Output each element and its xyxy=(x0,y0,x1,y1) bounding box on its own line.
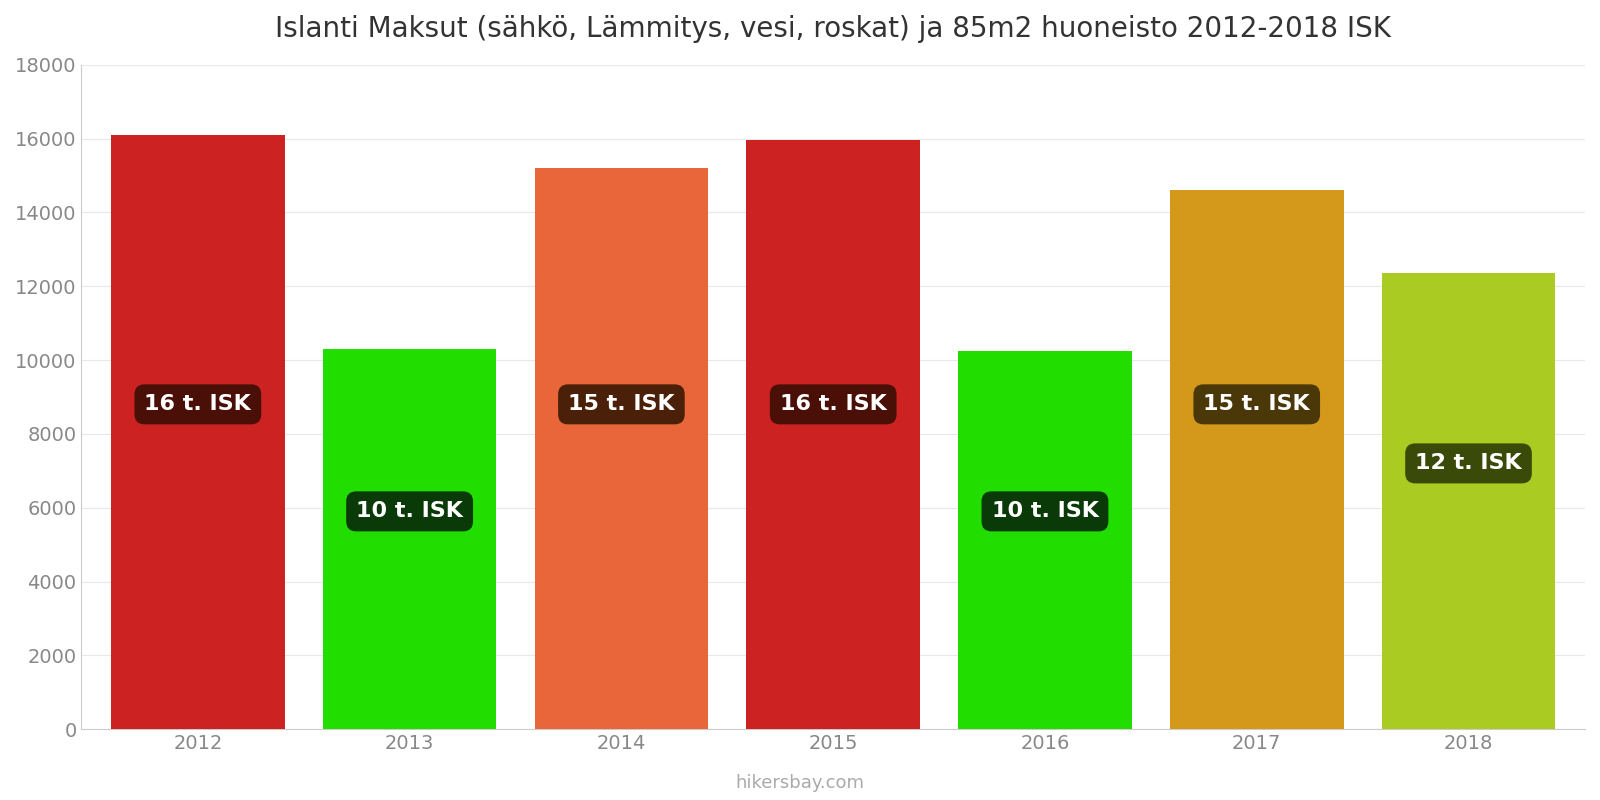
Bar xyxy=(958,351,1131,729)
Text: 15 t. ISK: 15 t. ISK xyxy=(568,394,675,414)
Text: 12 t. ISK: 12 t. ISK xyxy=(1416,454,1522,474)
Text: 10 t. ISK: 10 t. ISK xyxy=(357,502,462,522)
Text: 10 t. ISK: 10 t. ISK xyxy=(992,502,1098,522)
Bar xyxy=(534,168,709,729)
Bar xyxy=(1170,190,1344,729)
Text: 16 t. ISK: 16 t. ISK xyxy=(779,394,886,414)
Bar xyxy=(323,349,496,729)
Bar xyxy=(110,135,285,729)
Text: 16 t. ISK: 16 t. ISK xyxy=(144,394,251,414)
Bar xyxy=(1382,274,1555,729)
Text: hikersbay.com: hikersbay.com xyxy=(736,774,864,792)
Title: Islanti Maksut (sähkö, Lämmitys, vesi, roskat) ja 85m2 huoneisto 2012-2018 ISK: Islanti Maksut (sähkö, Lämmitys, vesi, r… xyxy=(275,15,1390,43)
Text: 15 t. ISK: 15 t. ISK xyxy=(1203,394,1310,414)
Bar xyxy=(746,141,920,729)
